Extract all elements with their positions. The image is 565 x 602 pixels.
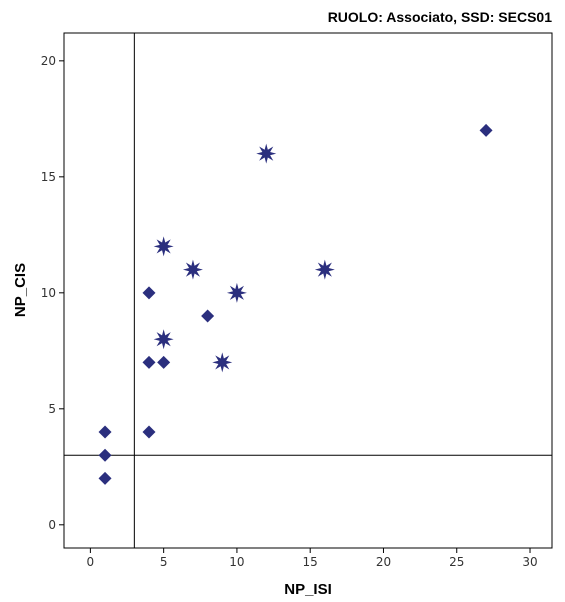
diamond-marker: [142, 286, 155, 299]
y-axis-ticks: 0 5 10 15 20: [41, 54, 64, 532]
diamond-marker: [157, 356, 170, 369]
diamond-marker: [480, 124, 493, 137]
y-tick-label: 10: [41, 286, 56, 300]
plot-frame: [64, 33, 552, 548]
data-markers: [99, 124, 493, 485]
chart-title: RUOLO: Associato, SSD: SECS01: [328, 9, 553, 25]
diamond-marker: [201, 310, 214, 323]
y-tick-label: 5: [48, 402, 56, 416]
reference-lines: [64, 33, 552, 548]
star-marker: [227, 283, 247, 303]
star-marker: [212, 352, 232, 372]
x-tick-label: 10: [229, 555, 244, 569]
y-tick-label: 15: [41, 170, 56, 184]
star-marker: [154, 236, 174, 256]
x-tick-label: 5: [160, 555, 168, 569]
x-tick-label: 20: [376, 555, 391, 569]
star-marker: [154, 329, 174, 349]
star-marker: [315, 260, 335, 280]
diamond-marker: [99, 426, 112, 439]
diamond-marker: [142, 356, 155, 369]
x-tick-label: 25: [449, 555, 464, 569]
y-axis-label: NP_CIS: [12, 263, 29, 317]
x-tick-label: 30: [522, 555, 537, 569]
diamond-marker: [99, 472, 112, 485]
x-axis-ticks: 0 5 10 15 20 25 30: [87, 548, 538, 569]
x-axis-label: NP_ISI: [284, 581, 332, 598]
y-tick-label: 0: [48, 518, 56, 532]
x-tick-label: 0: [87, 555, 95, 569]
x-tick-label: 15: [303, 555, 318, 569]
star-marker: [183, 260, 203, 280]
diamond-marker: [142, 426, 155, 439]
star-marker: [256, 144, 276, 164]
diamond-marker: [99, 449, 112, 462]
y-tick-label: 20: [41, 54, 56, 68]
